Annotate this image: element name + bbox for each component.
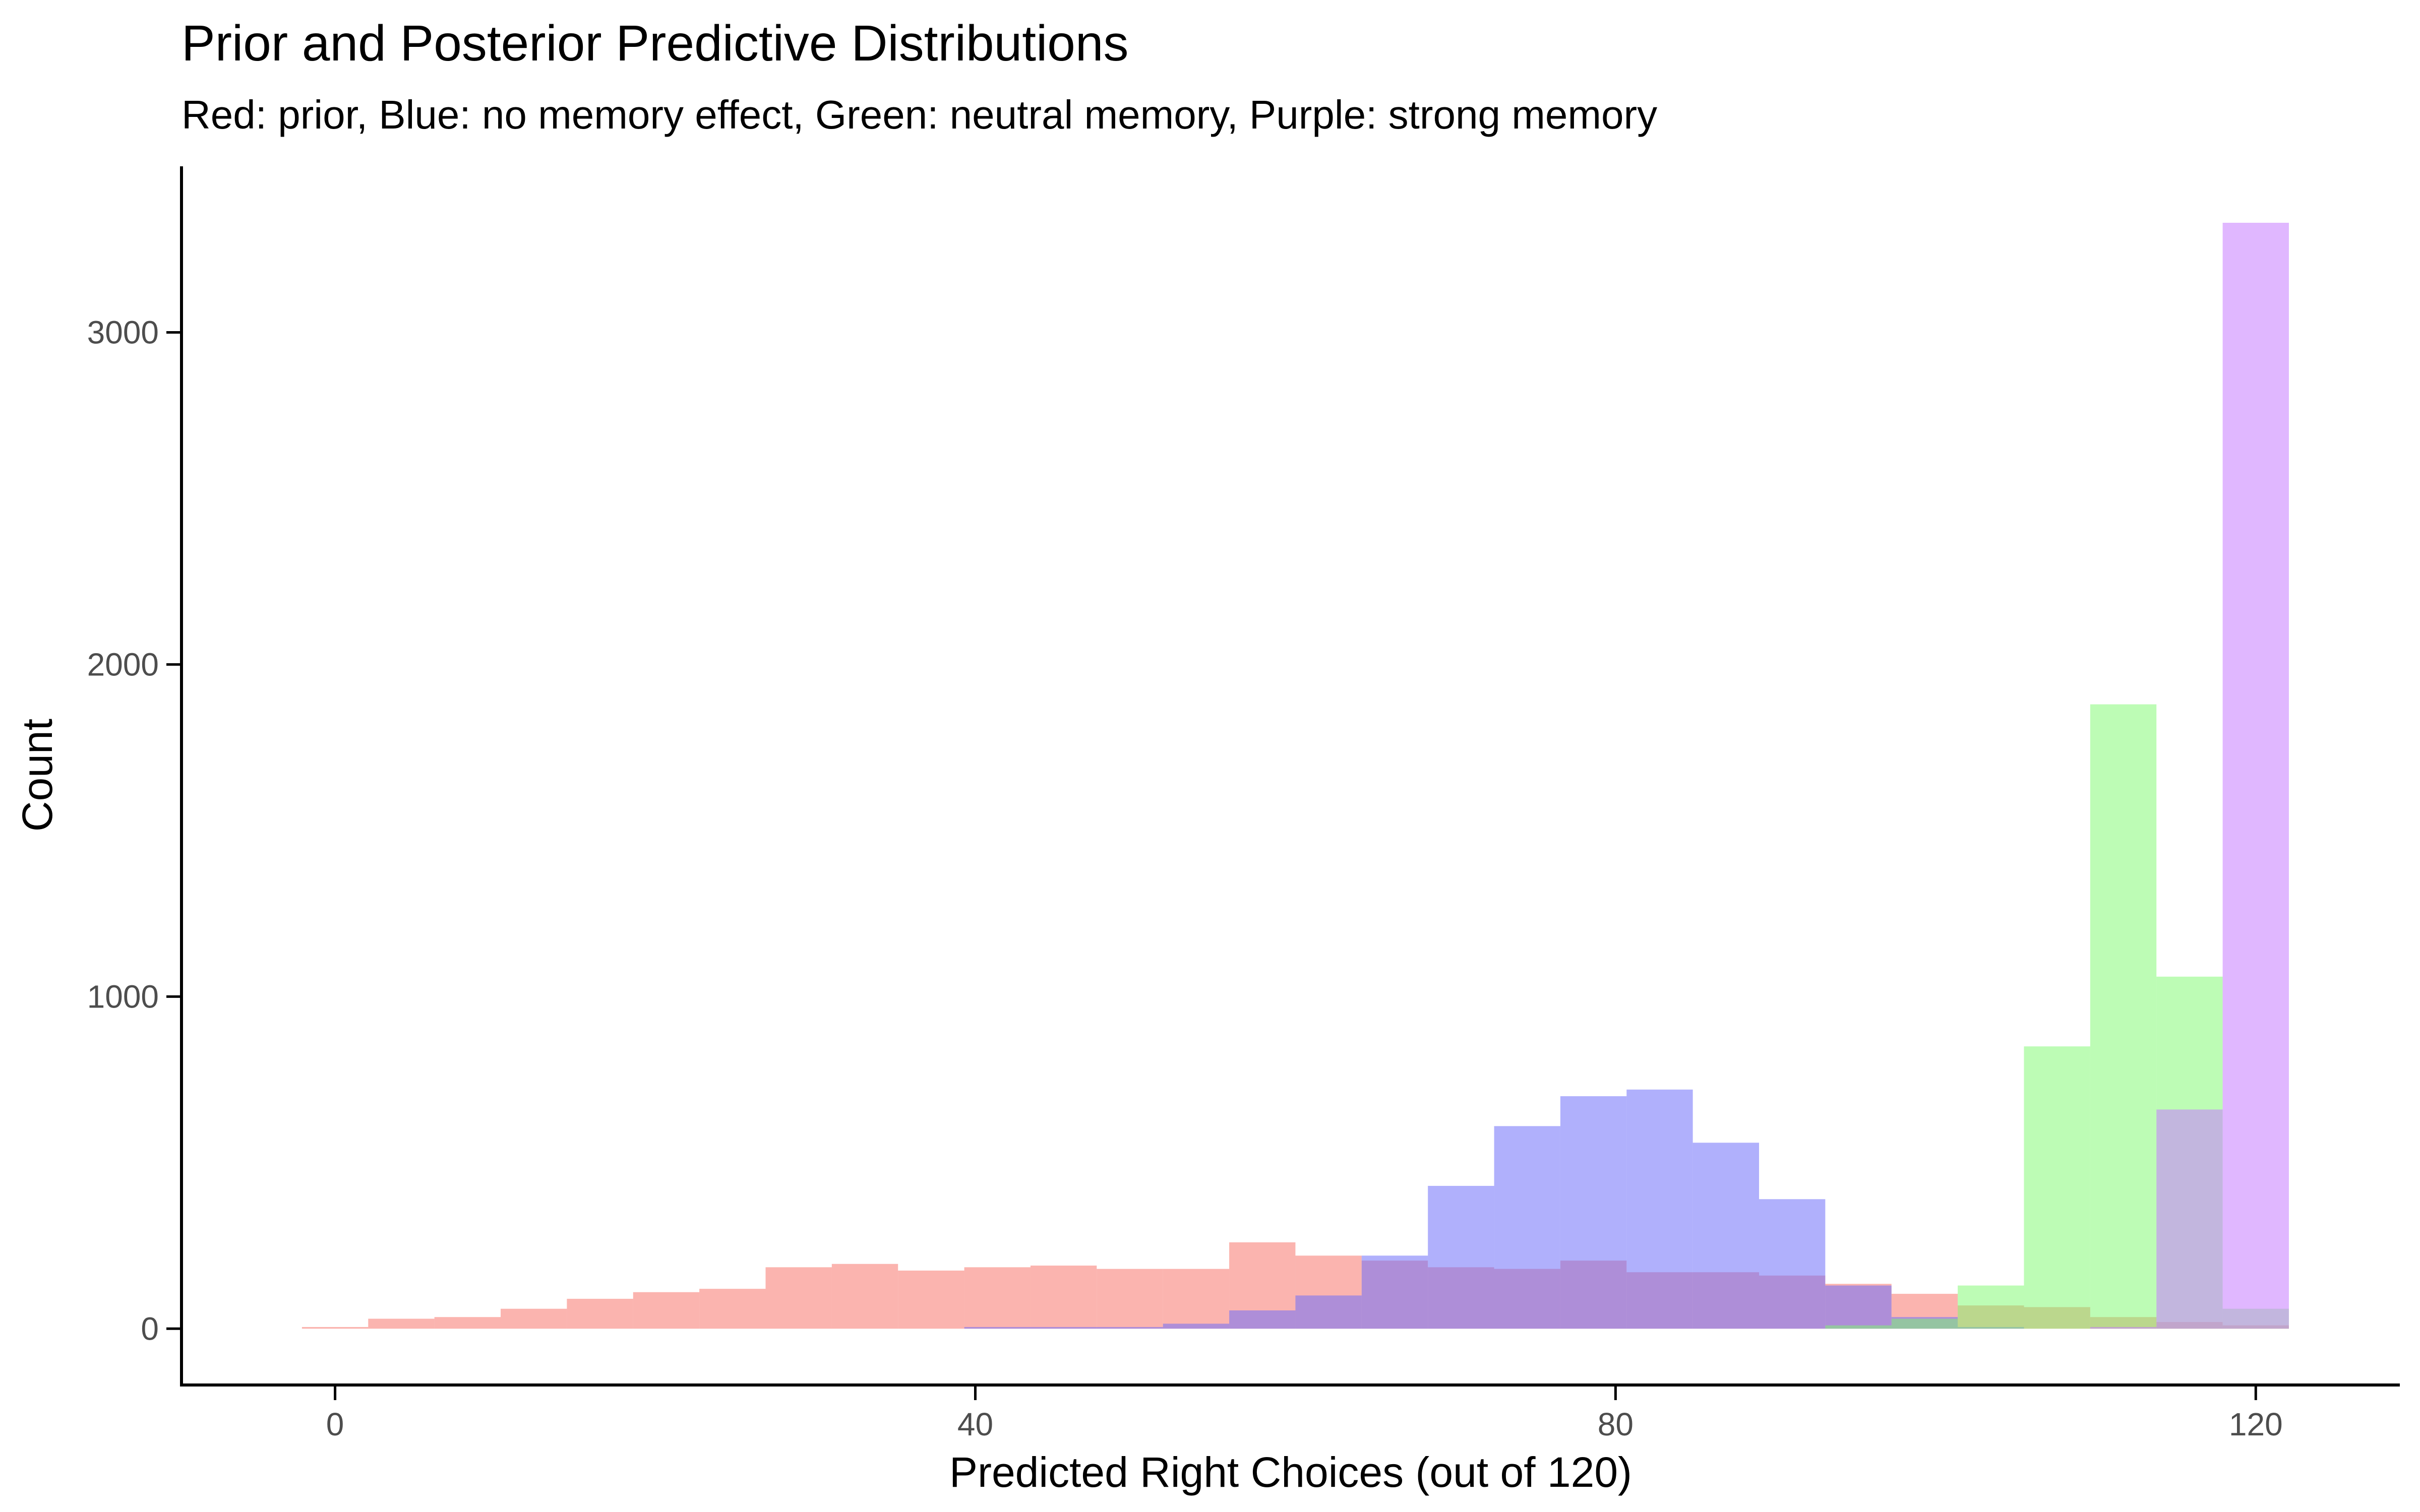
bar-neutral-memory-27: [2090, 704, 2157, 1329]
bar-no-memory-effect-20: [1626, 1089, 1693, 1329]
bar-prior-7: [765, 1267, 832, 1329]
series-strong-memory: [2090, 223, 2289, 1329]
bar-no-memory-effect-11: [1030, 1327, 1097, 1329]
bar-no-memory-effect-10: [964, 1327, 1031, 1329]
bar-prior-3: [501, 1308, 567, 1329]
x-tick-label: 80: [1598, 1406, 1634, 1442]
x-tick-label: 0: [326, 1406, 344, 1442]
y-tick-label: 0: [141, 1310, 159, 1347]
bar-prior-9: [898, 1270, 964, 1329]
bar-strong-memory-27: [2090, 1327, 2157, 1329]
x-axis-ticks: 0 40 80 120: [326, 1385, 2283, 1442]
bar-no-memory-effect-17: [1428, 1185, 1494, 1329]
bar-no-memory-effect-12: [1097, 1327, 1163, 1329]
bar-neutral-memory-25: [1958, 1285, 2024, 1329]
series-no-memory-effect: [964, 1089, 2024, 1329]
bar-no-memory-effect-16: [1361, 1255, 1428, 1329]
bar-no-memory-effect-14: [1229, 1310, 1296, 1329]
y-tick-label: 1000: [87, 978, 159, 1015]
bar-prior-10: [964, 1267, 1031, 1329]
bar-strong-memory-29: [2222, 223, 2289, 1329]
bar-neutral-memory-26: [2024, 1046, 2090, 1329]
bar-prior-8: [831, 1264, 898, 1329]
bar-neutral-memory-24: [1891, 1318, 1958, 1329]
y-tick-label: 2000: [87, 646, 159, 682]
chart-subtitle: Red: prior, Blue: no memory effect, Gree…: [182, 92, 1657, 137]
bar-no-memory-effect-19: [1560, 1096, 1627, 1329]
bar-no-memory-effect-18: [1494, 1126, 1560, 1329]
x-tick-label: 120: [2229, 1406, 2283, 1442]
bar-prior-4: [567, 1298, 633, 1329]
bar-prior-13: [1163, 1269, 1230, 1329]
bar-no-memory-effect-15: [1295, 1295, 1362, 1329]
bar-strong-memory-28: [2156, 1109, 2223, 1329]
x-axis-title: Predicted Right Choices (out of 120): [949, 1448, 1632, 1496]
y-axis-title: Count: [14, 719, 61, 832]
chart-title: Prior and Posterior Predictive Distribut…: [182, 15, 1129, 72]
y-axis-ticks: 0 1000 2000 3000: [87, 314, 182, 1347]
bar-no-memory-effect-23: [1825, 1285, 1892, 1329]
bar-prior-2: [434, 1317, 501, 1329]
histogram-bars: [301, 223, 2289, 1329]
bar-prior-12: [1097, 1269, 1163, 1329]
bar-no-memory-effect-13: [1163, 1324, 1230, 1329]
bar-prior-1: [368, 1318, 435, 1329]
bar-neutral-memory-23: [1825, 1325, 1892, 1329]
bar-prior-11: [1030, 1266, 1097, 1329]
y-tick-label: 3000: [87, 314, 159, 350]
bar-prior-5: [633, 1292, 700, 1329]
bar-prior-6: [699, 1289, 766, 1329]
x-tick-label: 40: [957, 1406, 993, 1442]
bar-no-memory-effect-21: [1692, 1143, 1760, 1329]
bar-no-memory-effect-22: [1759, 1199, 1826, 1329]
bar-prior-0: [301, 1327, 369, 1329]
